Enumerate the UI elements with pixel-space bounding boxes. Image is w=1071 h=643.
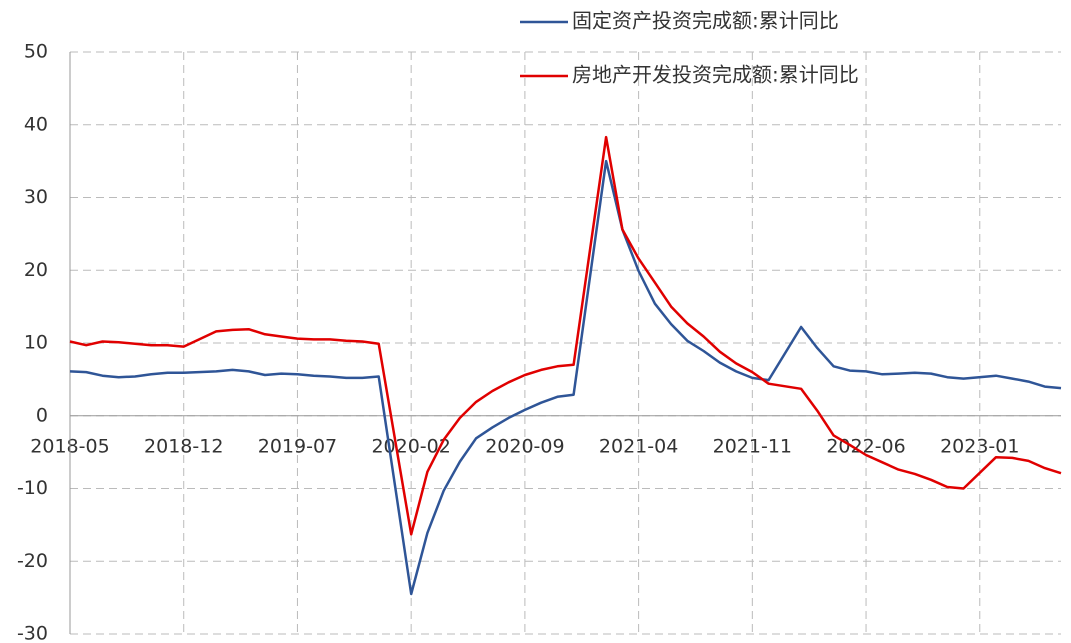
x-tick-label: 2020-02	[371, 435, 450, 457]
y-tick-label: 40	[24, 113, 48, 135]
x-tick-label: 2022-06	[826, 435, 905, 457]
x-tick-label: 2021-04	[599, 435, 678, 457]
x-tick-label: 2020-09	[485, 435, 564, 457]
y-tick-label: -20	[17, 550, 48, 572]
legend-label: 固定资产投资完成额:累计同比	[572, 9, 839, 33]
x-tick-label: 2018-12	[144, 435, 223, 457]
y-tick-label: 50	[24, 41, 48, 63]
y-tick-label: 10	[24, 332, 48, 354]
series-line	[69, 135, 1062, 536]
y-tick-label: -30	[17, 623, 48, 643]
y-tick-label: 30	[24, 186, 48, 208]
x-tick-label: 2021-11	[713, 435, 792, 457]
y-tick-label: 0	[36, 404, 48, 426]
y-tick-label: 20	[24, 259, 48, 281]
y-tick-label: -10	[17, 477, 48, 499]
legend-label: 房地产开发投资完成额:累计同比	[572, 63, 859, 87]
x-tick-label: 2019-07	[258, 435, 337, 457]
series-line	[69, 159, 1062, 596]
x-tick-label: 2023-01	[940, 435, 1019, 457]
